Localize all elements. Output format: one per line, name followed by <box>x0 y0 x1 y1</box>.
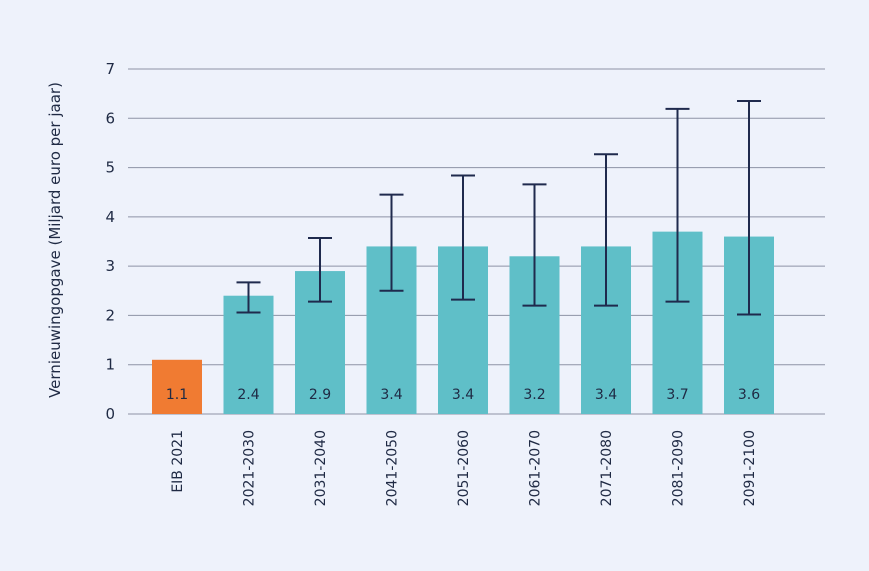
data-label: 3.4 <box>595 387 617 403</box>
error-bar <box>308 237 332 303</box>
data-label: 3.4 <box>452 387 474 403</box>
x-tick-label: 2021-2030 <box>242 430 258 506</box>
data-label: 2.9 <box>309 387 331 403</box>
y-tick-label: 6 <box>105 109 115 127</box>
x-tick-label: 2031-2040 <box>313 430 329 506</box>
x-tick-label: EIB 2021 <box>170 430 186 493</box>
bar <box>152 359 202 414</box>
y-tick-label: 3 <box>105 257 115 275</box>
error-bar <box>451 174 475 301</box>
y-axis-label: Vernieuwingopgave (Miljard euro per jaar… <box>46 82 64 398</box>
error-bar <box>737 100 761 316</box>
x-tick-label: 2051-2060 <box>456 430 472 506</box>
x-tick-label: 2091-2100 <box>742 430 758 506</box>
data-label: 3.7 <box>666 387 688 403</box>
x-tick-label: 2081-2090 <box>671 430 687 506</box>
y-tick-label: 5 <box>105 159 115 177</box>
y-tick-label: 2 <box>105 306 115 324</box>
error-bar <box>379 193 404 292</box>
y-tick-label: 1 <box>105 356 115 374</box>
x-tick-label: 2071-2080 <box>599 430 615 506</box>
data-label: 3.4 <box>380 387 402 403</box>
error-bar <box>522 183 547 307</box>
data-label: 1.1 <box>166 387 188 403</box>
data-label: 3.6 <box>738 387 760 403</box>
bar <box>223 295 274 414</box>
y-tick-label: 7 <box>105 60 115 78</box>
error-bar <box>236 281 261 314</box>
data-label: 2.4 <box>237 387 259 403</box>
error-bar <box>665 107 690 303</box>
x-tick-label: 2041-2050 <box>385 430 401 506</box>
data-label: 3.2 <box>523 387 545 403</box>
x-tick-label: 2061-2070 <box>528 430 544 506</box>
y-tick-label: 0 <box>105 405 115 423</box>
error-bar <box>594 153 618 307</box>
y-tick-label: 4 <box>105 208 115 226</box>
